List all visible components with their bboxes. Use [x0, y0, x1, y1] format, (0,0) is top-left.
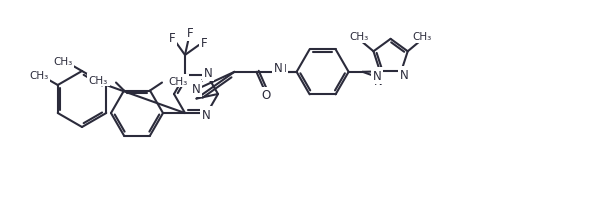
Text: F: F: [169, 32, 176, 45]
Text: H: H: [279, 63, 287, 73]
Text: N: N: [192, 82, 201, 95]
Text: CH₃: CH₃: [350, 32, 369, 42]
Text: N: N: [274, 62, 283, 75]
Text: F: F: [201, 37, 207, 50]
Text: N: N: [204, 67, 213, 80]
Text: CH₃: CH₃: [53, 57, 73, 67]
Text: CH₃: CH₃: [89, 75, 108, 85]
Text: N: N: [373, 70, 381, 82]
Text: N: N: [374, 75, 383, 88]
Text: N: N: [400, 69, 408, 81]
Text: CH₃: CH₃: [168, 76, 187, 86]
Text: N: N: [202, 108, 210, 121]
Text: CH₃: CH₃: [412, 32, 432, 42]
Text: CH₃: CH₃: [29, 71, 48, 81]
Text: F: F: [187, 27, 193, 40]
Text: O: O: [262, 89, 271, 102]
